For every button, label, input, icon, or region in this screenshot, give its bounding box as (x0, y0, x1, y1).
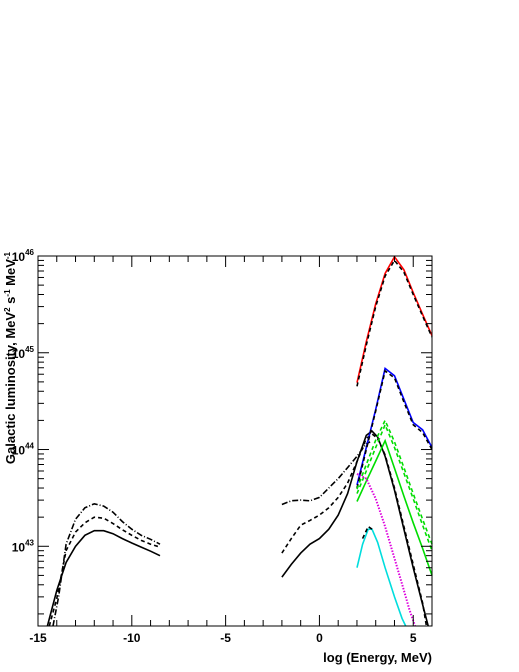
plot-frame (37, 255, 433, 627)
y-axis-title-exp-1: 2 (3, 307, 12, 312)
y-tick-label: 1046 (12, 248, 35, 264)
series-line-10 (356, 438, 433, 576)
series-line-9 (356, 369, 433, 489)
y-tick-label: 1044 (12, 442, 35, 458)
y-axis-title-s: s (3, 297, 18, 308)
x-axis-title: log (Energy, MeV) (323, 650, 432, 665)
series-line-11 (356, 422, 433, 551)
series-line-1 (48, 516, 161, 627)
series-line-14 (356, 528, 407, 627)
series-line-13 (356, 473, 417, 627)
x-tick-label: -10 (123, 631, 141, 645)
series-line-12 (356, 418, 433, 545)
y-tick-label: 1045 (12, 345, 35, 361)
series-line-7 (356, 258, 433, 387)
y-tick-label: 1043 (12, 538, 35, 554)
y-axis-title-main: Galactic luminosity, MeV (3, 312, 18, 465)
y-axis-title-mev: MeV (3, 259, 18, 290)
series-line-8 (356, 366, 433, 486)
ticks-layer (37, 255, 433, 626)
series-line-15 (361, 525, 373, 539)
x-tick-label: -5 (220, 631, 231, 645)
y-axis-title-exp-3: -1 (3, 251, 12, 259)
y-axis-title-exp-2: -1 (3, 289, 12, 297)
y-axis-title: Galactic luminosity, MeV2 s-1 MeV-1 (3, 251, 18, 464)
x-tick-label: 5 (410, 631, 417, 645)
x-tick-label: -15 (29, 631, 47, 645)
x-tick-label: 0 (316, 631, 323, 645)
series-line-5 (281, 441, 371, 506)
series-line-0 (46, 529, 161, 627)
series-line-2 (52, 502, 161, 627)
series-layer (46, 255, 433, 627)
tick-labels: -15 -10 -5 0 5 1043 1044 1045 1046 (12, 248, 417, 645)
series-line-6 (356, 255, 433, 383)
